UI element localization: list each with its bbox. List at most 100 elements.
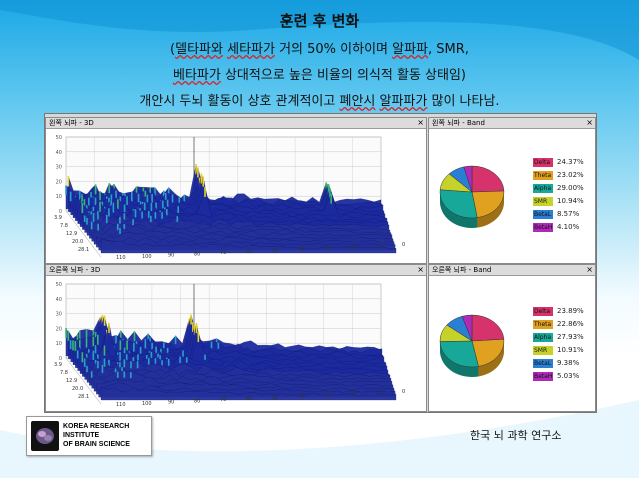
left-band-legend: Delta 24.37% Theta 23.02% Alpha 29.00% SMR 10.9…	[533, 158, 593, 238]
time-tick-label: 70	[220, 250, 226, 256]
time-tick-label: 100	[142, 401, 152, 407]
legend-swatch: SMR	[533, 197, 553, 206]
time-tick-label: 10	[376, 390, 382, 396]
freq-tick-label: 28.1	[78, 247, 89, 253]
legend-swatch: BetaH	[533, 223, 553, 232]
left-3d-header: 왼쪽 뇌파 - 3D ×	[46, 118, 426, 129]
legend-swatch: Delta	[533, 307, 553, 316]
left-band-panel: 왼쪽 뇌파 - Band × Delta 24.37% Theta 23.02% Alph…	[428, 117, 596, 264]
panel-title: 왼쪽 뇌파 - Band	[432, 119, 485, 127]
close-icon[interactable]: ×	[417, 265, 424, 274]
legend-swatch: Alpha	[533, 184, 553, 193]
right-3d-header: 오른쪽 뇌파 - 3D ×	[46, 265, 426, 276]
subtitle-line-1: (델타파와 세타파가 거의 50% 이하이며 알파파, SMR,	[170, 42, 469, 57]
freq-tick-label: 20.0	[72, 386, 83, 392]
logo-line-2: INSTITUTE	[63, 432, 100, 439]
time-tick-label: 70	[220, 397, 226, 403]
legend-value: 8.57%	[557, 210, 580, 218]
legend-value: 24.37%	[557, 158, 584, 166]
legend-value: 23.89%	[557, 307, 584, 315]
right-band-pie	[439, 314, 505, 377]
freq-tick-label: 28.1	[78, 394, 89, 400]
logo-line-1: KOREA RESEARCH	[63, 423, 130, 430]
z-tick-label: 20	[56, 179, 62, 185]
subtitle-line-3: 개안시 두뇌 활동이 상호 관계적이고 폐안시 알파파가 많이 나타남.	[139, 94, 500, 109]
time-tick-label: 40	[298, 394, 304, 400]
time-tick-label: 90	[168, 253, 174, 259]
time-tick-label: 30	[324, 245, 330, 251]
time-tick-label: 20	[350, 391, 356, 397]
time-tick-label: 60	[246, 249, 252, 255]
time-tick-label: 100	[142, 254, 152, 260]
slide-title: 훈련 후 변화	[279, 12, 360, 30]
time-tick-label: 80	[194, 251, 200, 257]
legend-swatch: BetaH	[533, 372, 553, 381]
legend-value: 29.00%	[557, 184, 584, 192]
legend-value: 27.93%	[557, 333, 584, 341]
pie-slice-betah	[461, 314, 473, 342]
z-tick-label: 40	[56, 297, 62, 303]
time-tick-label: 80	[194, 398, 200, 404]
time-tick-label: 30	[324, 392, 330, 398]
z-tick-label: 30	[56, 312, 62, 318]
brain-icon	[31, 421, 59, 451]
close-icon[interactable]: ×	[417, 118, 424, 127]
freq-tick-label: 20.0	[72, 239, 83, 245]
right-band-panel: 오른쪽 뇌파 - Band × Delta 23.89% Theta 22.86% Alp…	[428, 264, 596, 412]
subtitle-line-2: 베타파가 상대적으로 높은 비율의 의식적 활동 상태임)	[173, 68, 466, 83]
pie-slice-delta	[471, 314, 505, 342]
panel-title: 오른쪽 뇌파 - Band	[432, 266, 492, 274]
legend-swatch: Theta	[533, 320, 553, 329]
legend-value: 9.38%	[557, 359, 580, 367]
z-tick-label: 10	[56, 194, 62, 200]
legend-value: 10.94%	[557, 197, 584, 205]
freq-tick-label: 7.8	[60, 370, 68, 376]
time-tick-label: 20	[350, 244, 356, 250]
pie-slice-theta	[471, 190, 505, 218]
left-3d-panel: 왼쪽 뇌파 - 3D × 50 40 30 20 10 0 3.9 7.8 12.9 20.0 28.…	[45, 117, 427, 264]
legend-value: 10.91%	[557, 346, 584, 354]
z-tick-label: 50	[56, 282, 62, 288]
z-tick-label: 30	[56, 165, 62, 171]
legend-swatch: Alpha	[533, 333, 553, 342]
freq-tick-label: 3.9	[54, 362, 62, 368]
institute-logo: KOREA RESEARCH INSTITUTE OF BRAIN SCIENC…	[26, 416, 152, 456]
close-icon[interactable]: ×	[586, 265, 593, 274]
institute-name: 한국 뇌 과학 연구소	[470, 429, 562, 442]
pie-slice-delta	[471, 165, 505, 193]
legend-swatch: SMR	[533, 346, 553, 355]
pie-slice-theta	[471, 338, 505, 367]
time-tick-label: 60	[246, 396, 252, 402]
legend-swatch: BetaL	[533, 210, 553, 219]
z-tick-label: 0	[59, 356, 62, 362]
z-tick-label: 10	[56, 341, 62, 347]
freq-tick-label: 7.8	[60, 223, 68, 229]
legend-swatch: Delta	[533, 158, 553, 167]
legend-value: 23.02%	[557, 171, 584, 179]
legend-value: 5.03%	[557, 372, 580, 380]
right-3d-panel: 오른쪽 뇌파 - 3D × 50 40 30 20 10 0 3.9 7.8 12.9 20.0 28…	[45, 264, 427, 412]
right-band-header: 오른쪽 뇌파 - Band ×	[429, 265, 595, 276]
time-tick-label: 110	[116, 402, 126, 408]
legend-swatch: BetaL	[533, 359, 553, 368]
legend-swatch: Theta	[533, 171, 553, 180]
z-tick-label: 20	[56, 326, 62, 332]
time-tick-label: 0	[402, 242, 405, 248]
panel-title: 왼쪽 뇌파 - 3D	[49, 119, 94, 127]
freq-tick-label: 3.9	[54, 215, 62, 221]
close-icon[interactable]: ×	[586, 118, 593, 127]
time-tick-label: 90	[168, 400, 174, 406]
time-tick-label: 110	[116, 255, 126, 261]
time-tick-label: 0	[402, 389, 405, 395]
pie-slice-betah	[463, 165, 473, 193]
time-tick-label: 40	[298, 247, 304, 253]
time-tick-label: 50	[272, 395, 278, 401]
right-band-legend: Delta 23.89% Theta 22.86% Alpha 27.93% SMR 10.9…	[533, 307, 593, 387]
freq-tick-label: 12.9	[66, 378, 77, 384]
z-tick-label: 50	[56, 135, 62, 141]
time-tick-label: 10	[376, 243, 382, 249]
pie-slice-alpha	[439, 340, 479, 368]
